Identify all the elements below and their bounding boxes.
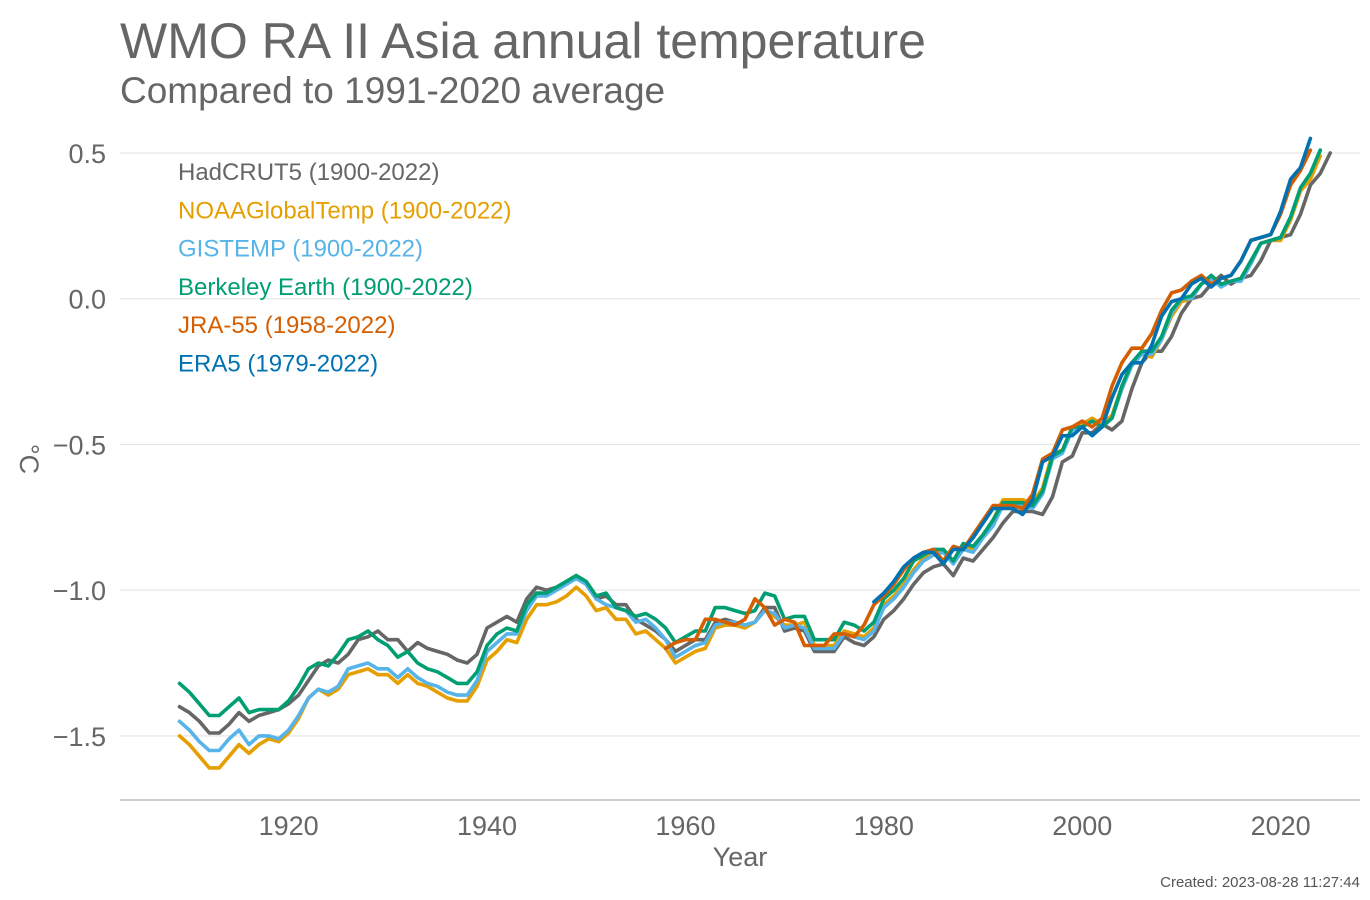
chart-subtitle: Compared to 1991-2020 average <box>120 70 666 111</box>
legend-item: HadCRUT5 (1900-2022) <box>178 159 439 186</box>
y-tick-label: 0.5 <box>68 139 106 169</box>
legend-item: Berkeley Earth (1900-2022) <box>178 274 473 301</box>
x-tick-label: 1940 <box>457 811 517 841</box>
x-tick-labels: 1920 1940 1960 1980 2000 2020 <box>259 811 1311 841</box>
series-line <box>663 148 1313 651</box>
y-tick-label: 0.0 <box>68 285 106 315</box>
legend-item: ERA5 (1979-2022) <box>178 351 378 378</box>
x-tick-label: 1920 <box>259 811 319 841</box>
series-lines <box>177 136 1332 770</box>
y-tick-label: −0.5 <box>53 430 106 460</box>
series-line <box>872 136 1313 604</box>
y-tick-label: −1.0 <box>53 576 106 606</box>
legend-item: GISTEMP (1900-2022) <box>178 236 423 263</box>
created-timestamp: Created: 2023-08-28 11:27:44 <box>1160 874 1360 891</box>
x-tick-label: 1960 <box>655 811 715 841</box>
x-tick-label: 2020 <box>1251 811 1311 841</box>
legend: HadCRUT5 (1900-2022) NOAAGlobalTemp (1900… <box>178 159 512 378</box>
y-tick-labels: 0.5 0.0 −0.5 −1.0 −1.5 <box>53 139 106 752</box>
gridlines <box>120 152 1360 737</box>
chart-title: WMO RA II Asia annual temperature <box>120 13 926 69</box>
x-tick-label: 1980 <box>854 811 914 841</box>
y-tick-label: −1.5 <box>53 722 106 752</box>
x-axis-label: Year <box>713 842 768 872</box>
x-tick-label: 2000 <box>1052 811 1112 841</box>
legend-item: NOAAGlobalTemp (1900-2022) <box>178 197 512 224</box>
legend-item: JRA-55 (1958-2022) <box>178 312 395 339</box>
y-axis-label: °C <box>14 444 44 474</box>
